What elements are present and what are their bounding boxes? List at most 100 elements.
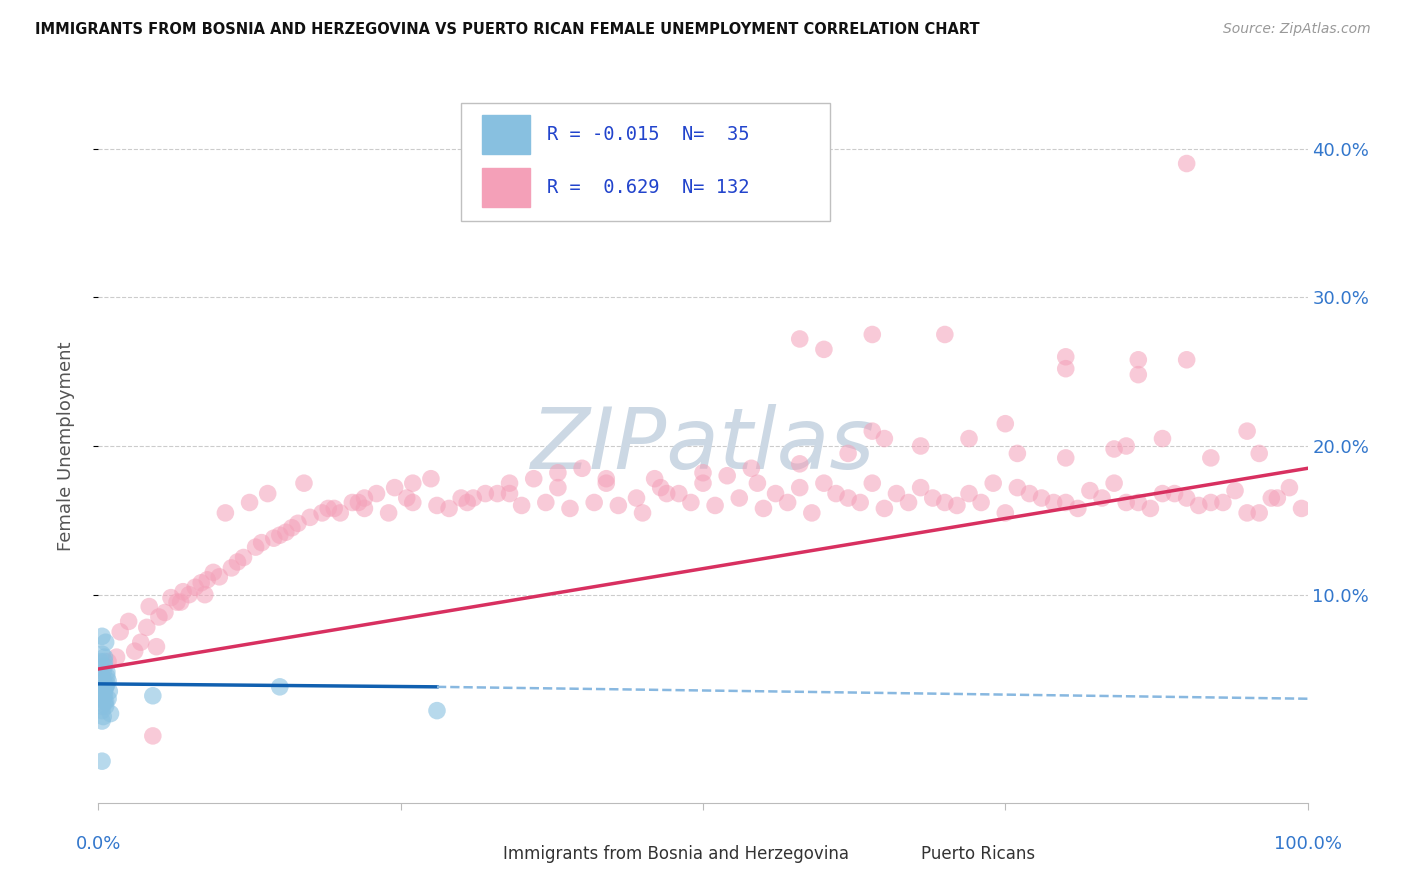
FancyBboxPatch shape [482, 114, 530, 153]
Point [402, 495, 425, 509]
Point [208, 570, 231, 584]
Point [274, 525, 297, 540]
Point [437, 501, 460, 516]
Point [1054, 450, 1077, 465]
FancyBboxPatch shape [461, 103, 830, 221]
Point [860, 476, 883, 491]
Point [747, 476, 769, 491]
Point [970, 495, 993, 509]
Point [655, 486, 678, 500]
Point [934, 495, 956, 509]
Point [281, 521, 304, 535]
Point [860, 424, 883, 438]
Point [226, 555, 249, 569]
Point [172, 584, 194, 599]
Point [1078, 483, 1101, 498]
Point [347, 495, 370, 509]
Point [91, 714, 114, 728]
Point [402, 476, 425, 491]
Point [91, 754, 114, 768]
Point [740, 461, 762, 475]
Point [910, 439, 932, 453]
Point [129, 635, 152, 649]
Point [94, 635, 117, 649]
Point [97, 691, 120, 706]
Point [813, 476, 835, 491]
Text: R =  0.629  N= 132: R = 0.629 N= 132 [547, 178, 749, 197]
Point [166, 595, 188, 609]
Point [1199, 495, 1222, 509]
Point [456, 495, 478, 509]
Point [232, 550, 254, 565]
Point [595, 476, 617, 491]
Point [1115, 439, 1137, 453]
Point [1102, 476, 1125, 491]
Point [145, 640, 167, 654]
Point [184, 580, 207, 594]
Point [353, 501, 375, 516]
Point [1278, 481, 1301, 495]
Point [1175, 156, 1198, 170]
Point [269, 680, 291, 694]
Point [323, 501, 346, 516]
Point [765, 486, 787, 500]
Point [142, 729, 165, 743]
Point [93, 684, 115, 698]
Point [269, 528, 291, 542]
Point [692, 476, 714, 491]
Point [450, 491, 472, 505]
Point [1139, 501, 1161, 516]
Point [93, 659, 115, 673]
Point [138, 599, 160, 614]
Point [1091, 491, 1114, 505]
Point [886, 486, 908, 500]
Point [94, 695, 117, 709]
Point [91, 669, 114, 683]
Point [1054, 495, 1077, 509]
Point [1067, 501, 1090, 516]
Point [124, 644, 146, 658]
Point [1175, 352, 1198, 367]
Point [837, 446, 859, 460]
Point [558, 501, 581, 516]
Point [93, 689, 115, 703]
Point [153, 606, 176, 620]
Point [100, 706, 122, 721]
Point [316, 501, 339, 516]
Point [91, 691, 114, 706]
Point [837, 491, 859, 505]
Point [813, 343, 835, 357]
Point [595, 472, 617, 486]
Point [704, 499, 727, 513]
Point [692, 466, 714, 480]
Text: IMMIGRANTS FROM BOSNIA AND HERZEGOVINA VS PUERTO RICAN FEMALE UNEMPLOYMENT CORRE: IMMIGRANTS FROM BOSNIA AND HERZEGOVINA V… [35, 22, 980, 37]
Point [179, 588, 201, 602]
Point [239, 495, 262, 509]
Point [789, 481, 811, 495]
Point [825, 486, 848, 500]
Point [1249, 446, 1271, 460]
Point [946, 499, 969, 513]
FancyBboxPatch shape [866, 837, 912, 872]
Text: 0.0%: 0.0% [76, 835, 121, 853]
Point [108, 624, 131, 639]
Point [789, 457, 811, 471]
Point [679, 495, 702, 509]
Point [1223, 483, 1246, 498]
Point [547, 481, 569, 495]
Point [921, 491, 943, 505]
Point [1007, 446, 1029, 460]
Point [957, 486, 980, 500]
Point [1236, 424, 1258, 438]
Point [342, 495, 364, 509]
Point [547, 466, 569, 480]
Point [644, 472, 666, 486]
Point [190, 575, 212, 590]
Point [93, 650, 115, 665]
Point [752, 501, 775, 516]
Point [583, 495, 606, 509]
Point [650, 481, 672, 495]
Point [395, 491, 418, 505]
Point [1128, 368, 1150, 382]
Text: ZIPatlas: ZIPatlas [531, 404, 875, 488]
